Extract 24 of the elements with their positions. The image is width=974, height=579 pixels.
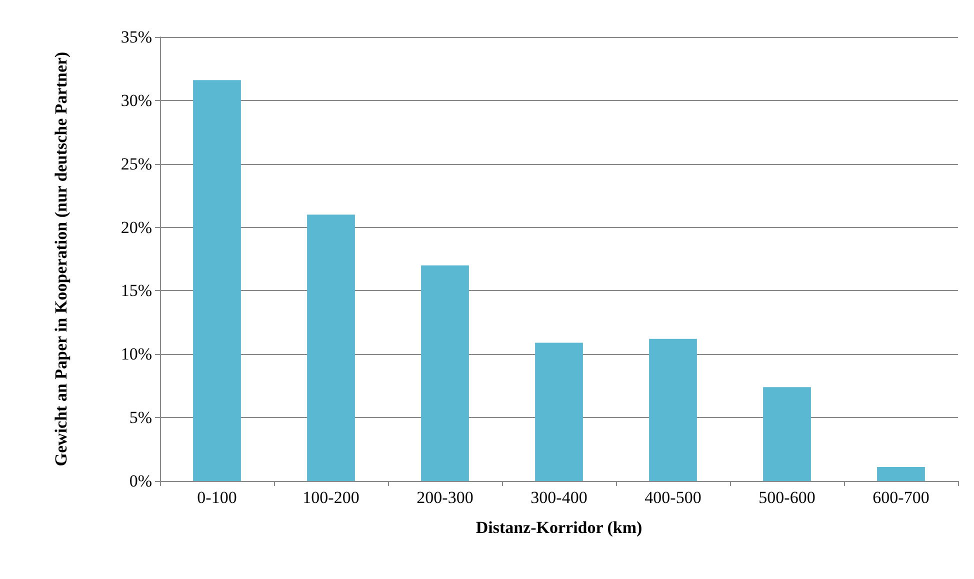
y-tick-label: 10% [120,344,152,364]
y-tick-label: 25% [120,154,152,174]
bar [307,214,355,481]
x-tick-label: 500-600 [758,488,816,507]
x-axis-title: Distanz-Korridor (km) [476,518,642,537]
bar [421,265,469,481]
y-tick-label: 15% [120,281,152,300]
x-tick-label: 400-500 [644,488,702,507]
y-tick-label: 35% [120,28,152,46]
y-axis-title: Gewicht an Paper in Kooperation (nur deutsche Partner) [52,52,70,466]
y-tick-label: 5% [129,408,152,428]
x-tick-label: 100-200 [302,488,360,507]
bar [877,467,925,481]
bar [535,342,583,481]
bar [193,80,241,481]
y-tick-label: 30% [120,90,152,110]
y-tick-label: 0% [129,472,152,490]
y-tick-label: 20% [120,218,152,237]
x-tick-label: 200-300 [416,488,474,507]
bar [649,338,697,481]
x-tick-label: 600-700 [872,488,930,507]
x-tick-label: 0-100 [197,488,237,507]
x-tick-label: 300-400 [530,488,588,507]
bar [763,387,811,481]
